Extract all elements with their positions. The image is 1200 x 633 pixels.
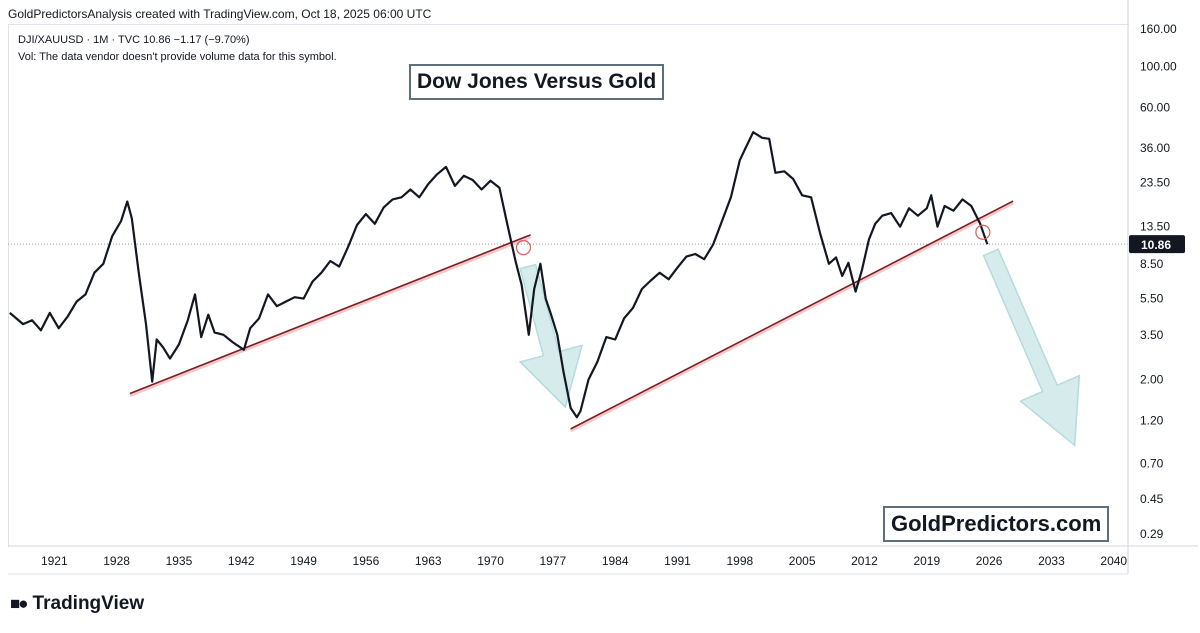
tradingview-icon: ■●	[10, 594, 28, 613]
tradingview-logo[interactable]: ■● TradingView	[10, 593, 144, 615]
series-line-0	[9, 131, 989, 419]
support-line-1-glow	[129, 235, 532, 397]
y-tick-label-3: 36.00	[1140, 141, 1170, 155]
x-tick-label-8: 1977	[540, 554, 567, 568]
x-tick-label-4: 1949	[290, 554, 317, 568]
annotation-layer	[518, 248, 1081, 447]
x-tick-label-12: 2005	[789, 554, 816, 568]
support-line-1	[129, 234, 531, 395]
y-tick-label-7: 5.50	[1140, 292, 1164, 306]
chart-pane[interactable]	[8, 24, 1129, 547]
y-tick-label-12: 0.45	[1140, 492, 1164, 506]
symbol-legend[interactable]: DJI/XAUUSD · 1M · TVC 10.86 −1.17 (−9.70…	[18, 34, 250, 46]
y-tick-label-0: 160.00	[1140, 22, 1177, 36]
x-tick-label-13: 2012	[851, 554, 878, 568]
x-tick-label-14: 2019	[913, 554, 940, 568]
breakdown-marker-2025	[975, 224, 991, 240]
x-tick-label-2: 1935	[166, 554, 193, 568]
y-tick-label-8: 3.50	[1140, 328, 1164, 342]
x-tick-label-16: 2033	[1038, 554, 1065, 568]
y-tick-label-11: 0.70	[1140, 457, 1164, 471]
x-tick-label-7: 1970	[477, 554, 504, 568]
y-tick-label-5: 13.50	[1140, 220, 1170, 234]
trendline-layer	[129, 200, 1014, 433]
x-tick-label-10: 1991	[664, 554, 691, 568]
y-tick-label-4: 23.50	[1140, 175, 1170, 189]
chart-title: Dow Jones Versus Gold	[409, 64, 665, 100]
tradingview-brand: TradingView	[32, 593, 145, 614]
x-tick-label-5: 1956	[353, 554, 380, 568]
x-tick-label-11: 1998	[726, 554, 753, 568]
volume-note: Vol: The data vendor doesn't provide vol…	[18, 51, 337, 63]
x-tick-label-15: 2026	[976, 554, 1003, 568]
axis-layer: 160.00 100.00 60.00 36.00 23.50 13.50 8.50 5.50…	[8, 0, 1198, 575]
breakdown-marker-1974	[515, 240, 532, 256]
y-tick-label-13: 0.29	[1140, 527, 1164, 541]
x-tick-label-9: 1984	[602, 554, 629, 568]
x-tick-label-1: 1928	[103, 554, 130, 568]
y-tick-label-6: 8.50	[1140, 257, 1164, 271]
projection-arrow-2	[982, 248, 1081, 447]
x-tick-label-0: 1921	[41, 554, 68, 568]
x-tick-label-6: 1963	[415, 554, 442, 568]
x-tick-label-17: 2040	[1100, 554, 1127, 568]
y-tick-label-1: 100.00	[1140, 59, 1177, 73]
y-tick-label-9: 2.00	[1140, 373, 1164, 387]
chart-credit: GoldPredictorsAnalysis created with Trad…	[8, 7, 432, 21]
y-tick-label-10: 1.20	[1140, 413, 1164, 427]
projection-arrow-1	[518, 263, 584, 409]
support-line-2-glow	[569, 201, 1014, 433]
x-tick-label-3: 1942	[228, 554, 255, 568]
last-price-label: 10.86	[1141, 238, 1171, 252]
support-line-2	[570, 200, 1014, 430]
watermark: GoldPredictors.com	[883, 506, 1110, 542]
y-tick-label-2: 60.00	[1140, 100, 1170, 114]
last-price-badge	[1129, 235, 1185, 254]
series-layer	[9, 131, 991, 419]
